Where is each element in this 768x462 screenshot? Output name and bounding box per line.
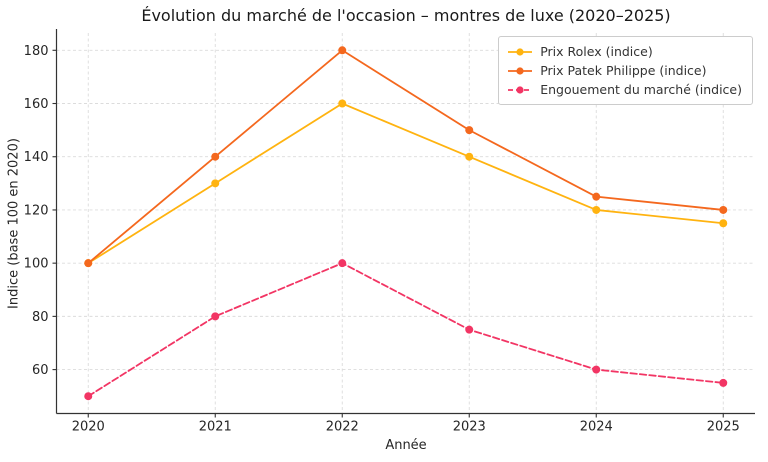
data-point [211, 179, 220, 188]
data-point [338, 259, 347, 268]
legend-line-icon [508, 85, 533, 94]
legend-line-icon [508, 66, 533, 75]
y-tick-label: 60 [32, 363, 49, 378]
data-point [211, 152, 220, 161]
data-point [592, 192, 601, 201]
data-point [84, 392, 93, 401]
legend-line-icon [508, 47, 533, 56]
y-tick-label: 140 [24, 150, 49, 165]
data-point [84, 259, 93, 268]
data-point [465, 126, 474, 135]
legend: Prix Rolex (indice) Prix Patek Philippe … [498, 36, 753, 105]
data-point [338, 99, 347, 108]
legend-label: Engouement du marché (indice) [540, 82, 742, 97]
chart-title: Évolution du marché de l'occasion – mont… [141, 6, 671, 25]
data-point [719, 205, 728, 214]
x-tick-label: 2021 [199, 420, 232, 435]
x-tick-label: 2025 [707, 420, 740, 435]
y-tick-label: 100 [24, 257, 49, 272]
data-point [592, 365, 601, 374]
legend-item-engouement: Engouement du marché (indice) [507, 82, 742, 97]
data-point [719, 219, 728, 228]
data-point [465, 325, 474, 334]
series-line [87, 262, 725, 398]
data-point [592, 205, 601, 214]
x-tick-label: 2023 [453, 420, 486, 435]
y-tick-label: 120 [24, 203, 49, 218]
y-tick-label: 180 [24, 44, 49, 59]
legend-label: Prix Rolex (indice) [540, 44, 653, 59]
series-line [87, 49, 725, 265]
legend-label: Prix Patek Philippe (indice) [540, 63, 707, 78]
x-tick-label: 2022 [326, 420, 359, 435]
legend-item-rolex: Prix Rolex (indice) [507, 44, 742, 59]
x-tick-label: 2024 [580, 420, 613, 435]
x-axis-label: Année [385, 438, 427, 453]
x-tick-label: 2020 [72, 420, 105, 435]
data-point [211, 312, 220, 321]
y-tick-label: 80 [32, 310, 49, 325]
y-tick-label: 160 [24, 97, 49, 112]
data-point [465, 152, 474, 161]
data-point [338, 46, 347, 55]
legend-item-patek: Prix Patek Philippe (indice) [507, 63, 742, 78]
series-line [87, 102, 725, 265]
data-point [719, 378, 728, 387]
